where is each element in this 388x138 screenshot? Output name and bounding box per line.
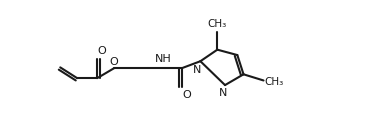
Text: NH: NH	[155, 54, 172, 64]
Text: CH₃: CH₃	[264, 77, 283, 87]
Text: O: O	[110, 57, 118, 67]
Text: O: O	[97, 46, 106, 56]
Text: CH₃: CH₃	[208, 19, 227, 29]
Text: O: O	[182, 90, 191, 100]
Text: N: N	[219, 88, 228, 98]
Text: N: N	[193, 65, 201, 75]
